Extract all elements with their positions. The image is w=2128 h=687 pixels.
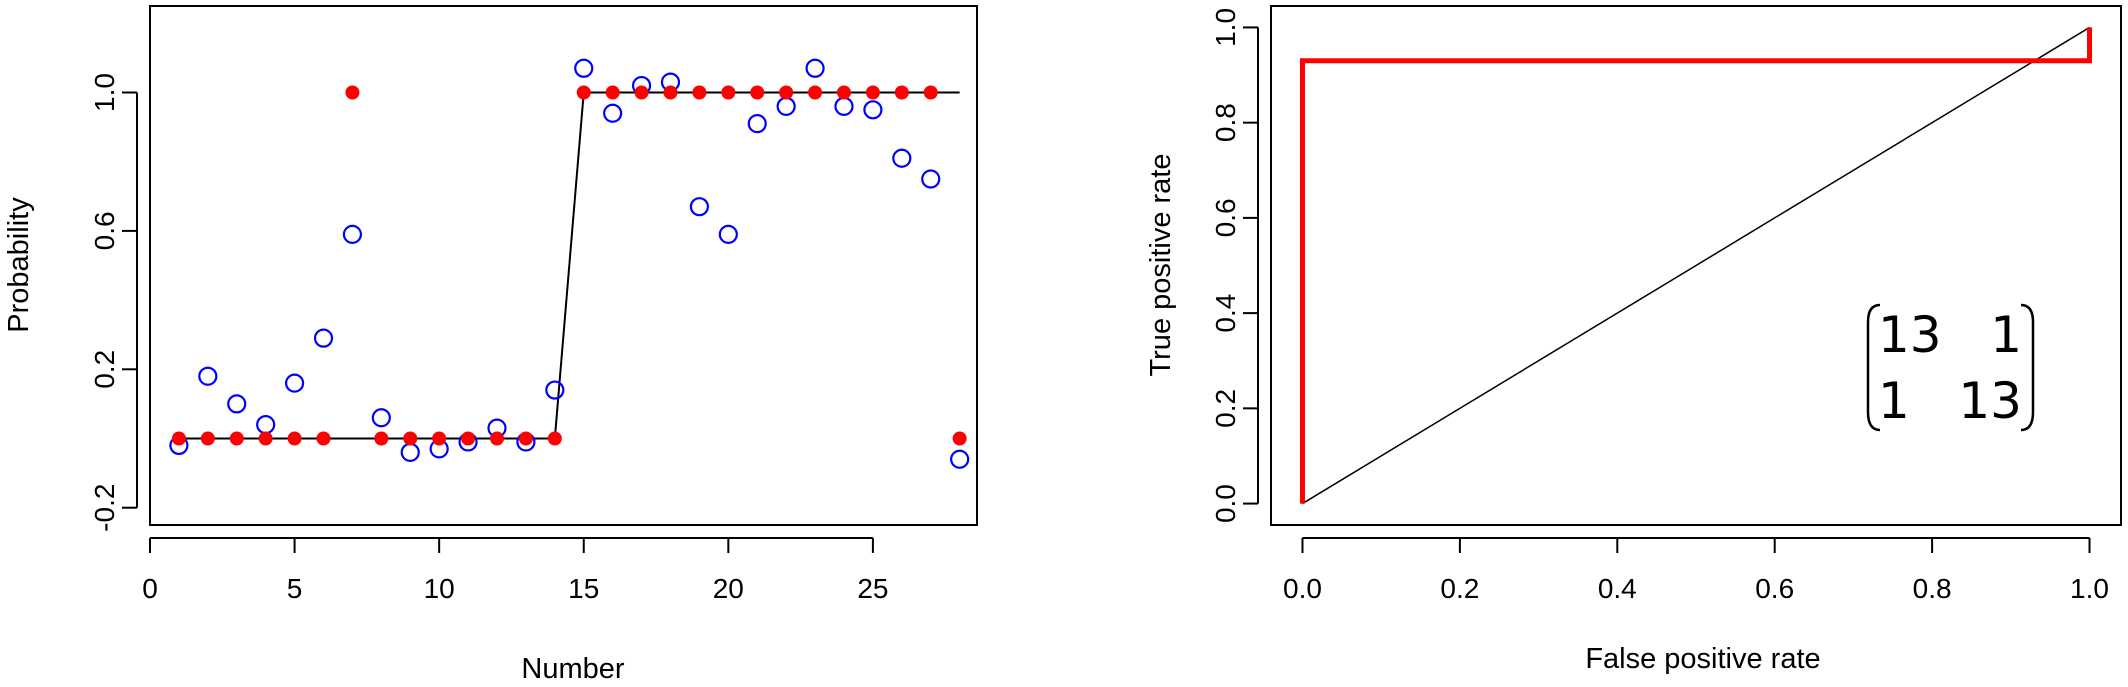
matrix-left-bracket — [1866, 303, 1881, 432]
x-tick-label: 20 — [713, 573, 744, 604]
predicted-point — [892, 148, 912, 168]
predicted-point — [950, 449, 970, 469]
matrix-cell: 1 — [1878, 372, 1910, 430]
observed-point — [518, 431, 533, 446]
predicted-point — [342, 224, 363, 244]
x-tick-label: 25 — [857, 573, 888, 604]
observed-point — [200, 431, 215, 446]
predicted-point — [921, 169, 941, 189]
predicted-point — [256, 415, 276, 435]
observed-point — [865, 85, 880, 100]
x-tick-label: 1.0 — [2070, 573, 2109, 604]
x-tick-label: 0.2 — [1440, 573, 1479, 604]
y-tick-label: 0.0 — [1210, 484, 1241, 523]
predicted-point — [400, 442, 420, 462]
x-axis-title: Number — [521, 653, 624, 685]
x-axis: 0 5 10 15 20 25 — [142, 537, 888, 604]
observed-point — [721, 85, 736, 100]
plot-frame — [149, 5, 978, 526]
roc-curve — [1299, 27, 2093, 504]
predicted-point — [198, 366, 218, 386]
x-tick-label: 0.0 — [1283, 573, 1322, 604]
observed-point — [779, 85, 794, 100]
predicted-point — [574, 58, 594, 78]
observed-point — [923, 85, 938, 100]
plot-frame — [1270, 5, 2122, 526]
roc-lines — [1299, 26, 2093, 505]
step-line — [178, 91, 960, 440]
observed-point — [692, 85, 707, 100]
observed-point — [258, 431, 273, 446]
x-tick-label: 0 — [142, 573, 158, 604]
y-axis-title: Probability — [3, 197, 35, 333]
predicted-point — [834, 96, 854, 116]
y-tick-label: 1.0 — [89, 73, 120, 112]
probability-chart: 0 5 10 15 20 25 -0.2 0.2 0.6 1.0 Number Probabil… — [3, 5, 978, 685]
matrix-cell: 13 — [1878, 306, 1942, 364]
observed-point — [836, 85, 851, 100]
observed-point — [605, 85, 620, 100]
observed-point — [316, 431, 331, 446]
y-tick-label: 0.2 — [1210, 389, 1241, 428]
predicted-point — [747, 114, 767, 134]
x-tick-label: 5 — [287, 573, 303, 604]
predicted-point — [718, 224, 738, 244]
y-tick-label: 0.8 — [1210, 103, 1241, 142]
observed-point — [432, 431, 447, 446]
x-tick-label: 0.8 — [1913, 573, 1952, 604]
matrix-cell: 1 — [1990, 306, 2022, 364]
observed-point — [634, 85, 649, 100]
predicted-point — [689, 197, 710, 217]
y-tick-label: 1.0 — [1210, 8, 1241, 47]
matrix-cell: 13 — [1958, 372, 2022, 430]
predicted-point — [313, 328, 334, 348]
predicted-point — [227, 394, 247, 414]
roc-chart: 0.0 0.2 0.4 0.6 0.8 1.0 0.0 0.2 0.4 0.6 0.8 1.0 Fa… — [1145, 5, 2122, 675]
observed-point — [750, 85, 765, 100]
observed-point — [576, 85, 591, 100]
y-axis: -0.2 0.2 0.6 1.0 — [89, 73, 138, 532]
x-tick-label: 0.4 — [1598, 573, 1637, 604]
predicted-point — [805, 58, 825, 78]
observed-point — [171, 431, 186, 446]
y-tick-label: 0.4 — [1210, 294, 1241, 333]
predicted-point — [545, 380, 565, 400]
y-tick-label: -0.2 — [89, 484, 120, 532]
observed-point — [287, 431, 302, 446]
data-points — [169, 58, 970, 469]
y-axis-title: True positive rate — [1145, 154, 1177, 377]
observed-point — [229, 431, 244, 446]
predicted-point — [371, 408, 391, 428]
observed-point — [461, 431, 476, 446]
observed-point — [547, 431, 562, 446]
observed-point — [403, 431, 418, 446]
y-axis: 0.0 0.2 0.4 0.6 0.8 1.0 — [1210, 8, 1259, 523]
confusion-matrix: 13 1 1 13 — [1866, 303, 2035, 432]
diagonal-reference-line — [1302, 26, 2090, 505]
observed-point — [952, 431, 967, 446]
observed-point — [489, 431, 504, 446]
predicted-point — [863, 100, 883, 120]
x-tick-label: 10 — [424, 573, 455, 604]
predicted-point — [284, 373, 305, 393]
predicted-point — [603, 103, 623, 123]
x-tick-label: 15 — [568, 573, 599, 604]
x-axis: 0.0 0.2 0.4 0.6 0.8 1.0 — [1283, 537, 2109, 604]
x-tick-label: 0.6 — [1755, 573, 1794, 604]
observed-point — [808, 85, 823, 100]
x-axis-title: False positive rate — [1585, 643, 1820, 675]
predicted-point — [776, 96, 796, 116]
y-tick-label: 0.6 — [89, 211, 120, 250]
matrix-right-bracket — [2020, 303, 2035, 432]
y-tick-label: 0.6 — [1210, 198, 1241, 237]
y-tick-label: 0.2 — [89, 350, 120, 389]
observed-point — [345, 85, 360, 100]
observed-point — [374, 431, 389, 446]
fitted-step-line — [178, 91, 960, 440]
observed-point — [663, 85, 678, 100]
observed-point — [894, 85, 909, 100]
